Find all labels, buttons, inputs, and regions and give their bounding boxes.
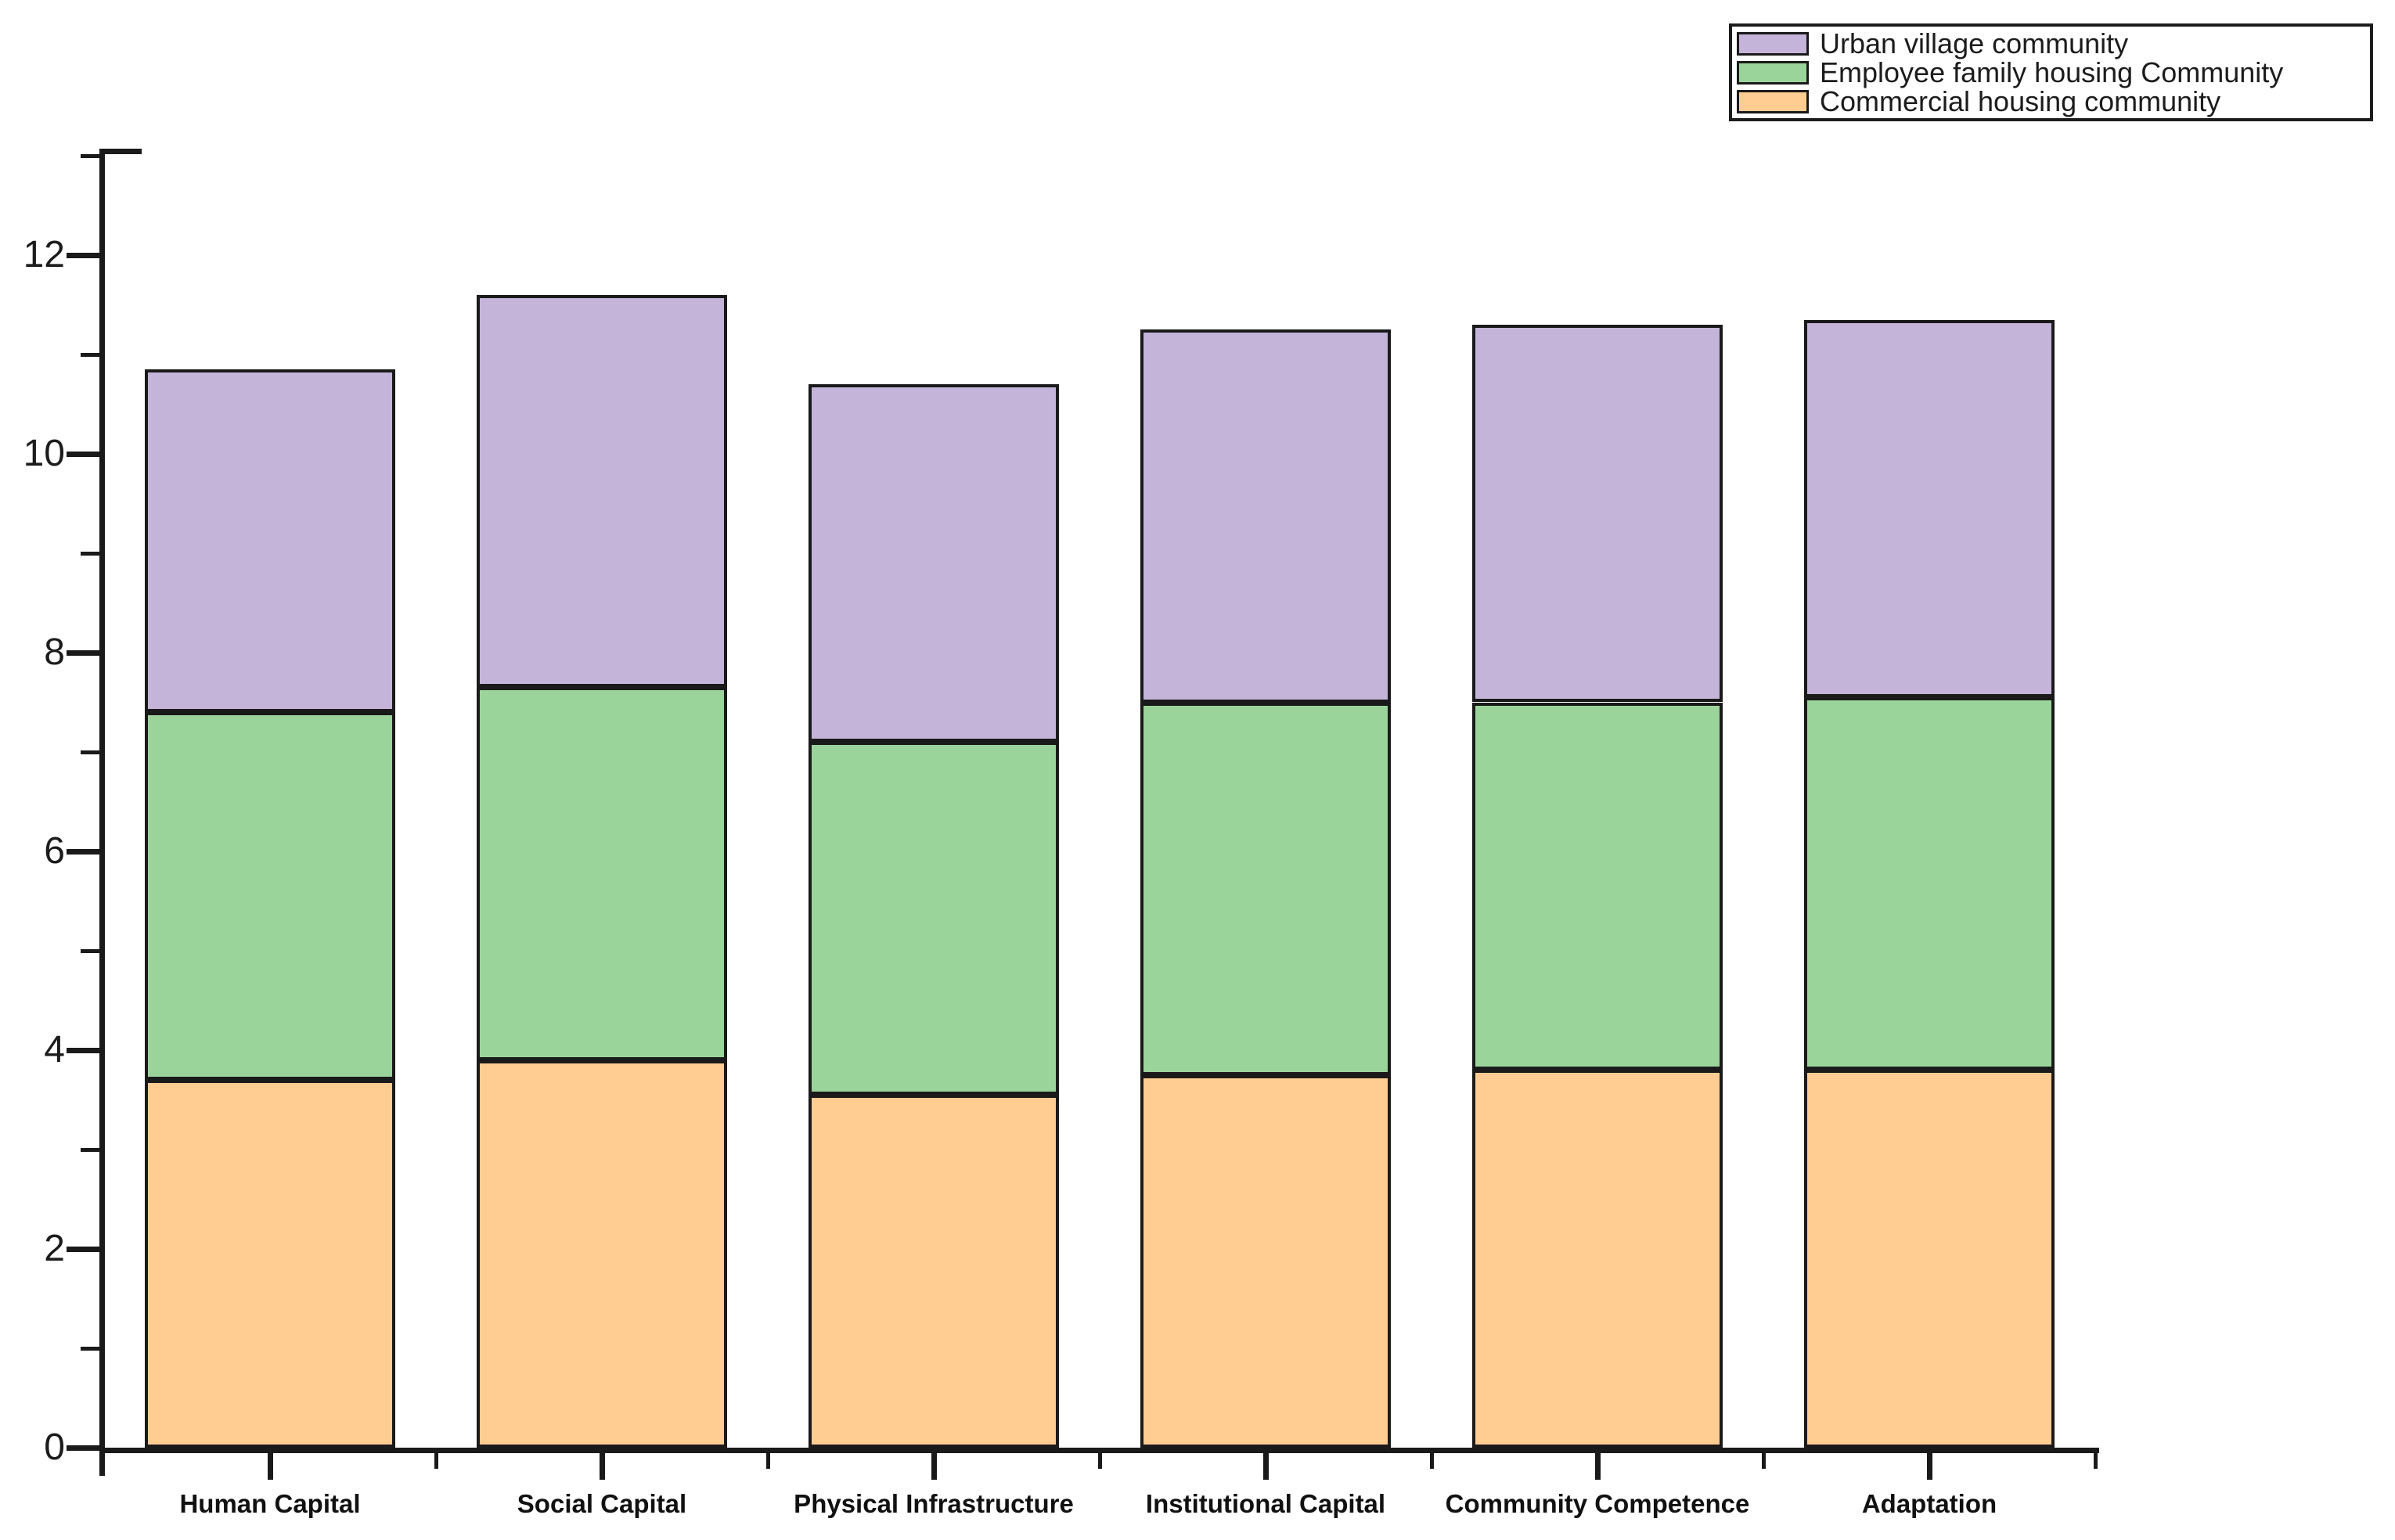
bar-segment-commercial-housing-community <box>809 1095 1059 1448</box>
y-tick-label: 12 <box>23 234 65 275</box>
bar-segment-commercial-housing-community <box>477 1060 727 1448</box>
y-tick-label: 4 <box>44 1029 65 1070</box>
y-major-tick <box>67 650 99 656</box>
y-tick-label: 8 <box>44 631 65 673</box>
y-tick-label: 2 <box>44 1228 65 1269</box>
y-minor-tick <box>81 1347 99 1351</box>
x-minor-tick <box>1762 1453 1766 1469</box>
bar-segment-urban-village-community <box>1140 329 1391 703</box>
x-minor-tick <box>766 1453 770 1469</box>
y-major-tick <box>67 1048 99 1053</box>
y-minor-tick <box>81 750 99 754</box>
y-axis-spine <box>99 149 105 1476</box>
legend-swatch-icon <box>1737 60 1809 85</box>
legend-entry: Commercial housing community <box>1737 87 2367 116</box>
y-tick-label: 10 <box>23 433 65 474</box>
y-minor-tick <box>81 949 99 953</box>
legend-swatch-icon <box>1737 89 1809 113</box>
legend-entry: Urban village community <box>1737 29 2367 58</box>
x-major-tick <box>600 1453 605 1480</box>
y-minor-tick <box>81 1148 99 1152</box>
bar-segment-employee-family-housing-community <box>1472 702 1723 1070</box>
y-minor-tick <box>81 552 99 556</box>
x-minor-tick <box>1098 1453 1102 1469</box>
y-minor-tick <box>81 154 99 158</box>
legend-entry-label: Urban village community <box>1820 27 2129 59</box>
bar-segment-commercial-housing-community <box>145 1080 395 1448</box>
y-major-tick <box>67 1445 99 1451</box>
y-tick-label: 6 <box>44 830 65 872</box>
x-axis-line <box>99 1448 2099 1453</box>
x-category-label: Community Competence <box>1445 1489 1750 1518</box>
x-major-tick <box>1263 1453 1269 1480</box>
bar-segment-employee-family-housing-community <box>1804 697 2055 1070</box>
bar-segment-commercial-housing-community <box>1472 1070 1723 1448</box>
x-major-tick <box>1927 1453 1932 1480</box>
legend-entry: Employee family housing Community <box>1737 58 2367 87</box>
y-major-tick <box>67 849 99 855</box>
bar-segment-urban-village-community <box>477 294 727 688</box>
bar-segment-commercial-housing-community <box>1804 1070 2055 1448</box>
bar-segment-urban-village-community <box>1472 324 1723 703</box>
x-major-tick <box>1595 1453 1601 1480</box>
y-axis-top-cap <box>99 149 142 154</box>
y-minor-tick <box>81 353 99 357</box>
chart-legend: Urban village community Employee family h… <box>1729 23 2373 121</box>
x-category-label: Human Capital <box>179 1489 361 1518</box>
x-category-label: Adaptation <box>1861 1489 1997 1518</box>
legend-entry-label: Employee family housing Community <box>1820 56 2284 88</box>
x-category-label: Institutional Capital <box>1145 1489 1386 1518</box>
bar-segment-commercial-housing-community <box>1140 1074 1391 1448</box>
x-minor-tick <box>1430 1453 1434 1469</box>
x-major-tick <box>931 1453 937 1480</box>
x-minor-tick <box>2094 1453 2098 1469</box>
bar-segment-urban-village-community <box>809 384 1059 743</box>
y-major-tick <box>67 452 99 457</box>
bar-segment-urban-village-community <box>1804 319 2055 698</box>
y-major-tick <box>67 1247 99 1252</box>
bar-segment-employee-family-housing-community <box>145 712 395 1081</box>
bar-segment-employee-family-housing-community <box>809 742 1059 1096</box>
legend-entry-label: Commercial housing community <box>1820 85 2221 117</box>
bar-segment-urban-village-community <box>145 369 395 713</box>
bar-segment-employee-family-housing-community <box>1140 702 1391 1075</box>
x-minor-tick <box>434 1453 438 1469</box>
legend-swatch-icon <box>1737 31 1809 56</box>
x-category-label: Social Capital <box>517 1489 687 1518</box>
y-major-tick <box>67 253 99 258</box>
x-major-tick <box>268 1453 273 1480</box>
x-category-label: Physical Infrastructure <box>794 1489 1074 1518</box>
bar-segment-employee-family-housing-community <box>477 687 727 1060</box>
y-tick-label: 0 <box>44 1427 65 1468</box>
